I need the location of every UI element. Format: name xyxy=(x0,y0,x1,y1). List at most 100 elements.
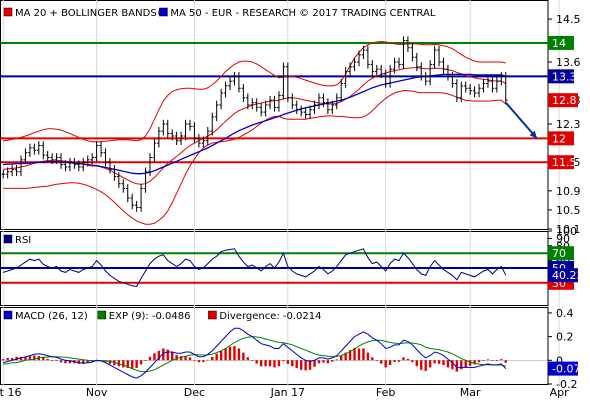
y-tick-label: 10.9 xyxy=(556,185,581,198)
value-marker-box xyxy=(548,93,578,108)
divergence-bar xyxy=(406,358,410,361)
level-label-box xyxy=(548,131,574,146)
divergence-bar xyxy=(188,357,192,361)
x-tick-label: Dec xyxy=(184,386,205,399)
rsi-line xyxy=(3,248,507,288)
divergence-bar xyxy=(184,356,187,361)
divergence-bar xyxy=(211,356,214,361)
macd-signal-line xyxy=(3,336,506,373)
divergence-bar xyxy=(117,360,121,367)
divergence-bar xyxy=(166,349,169,361)
divergence-bar xyxy=(424,360,427,371)
x-tick-label: Jan 17 xyxy=(270,386,305,399)
divergence-bar xyxy=(251,360,254,361)
divergence-bar xyxy=(179,356,183,361)
divergence-bar xyxy=(428,360,432,368)
divergence-bar xyxy=(500,359,503,361)
legend-label: MA 50 - EUR - RESEARCH © 2017 TRADING CE… xyxy=(170,8,435,19)
divergence-bar xyxy=(402,357,405,361)
divergence-bar xyxy=(348,350,352,361)
divergence-bar xyxy=(33,355,36,361)
divergence-bar xyxy=(304,360,307,371)
divergence-bar xyxy=(64,360,67,364)
divergence-bar xyxy=(504,360,507,363)
divergence-bar xyxy=(108,360,112,364)
level-label: 14 xyxy=(552,37,566,50)
divergence-bar xyxy=(477,360,481,363)
divergence-bar xyxy=(411,360,414,363)
legend-label: MA 20 + BOLLINGER BANDS® xyxy=(15,8,167,19)
level-label: 11.5 xyxy=(552,156,577,169)
divergence-bar xyxy=(375,360,378,361)
value-marker-label: 40.22 xyxy=(552,269,584,282)
divergence-bar xyxy=(139,360,143,365)
panel-frame xyxy=(0,307,549,385)
divergence-bar xyxy=(122,360,125,368)
divergence-bar xyxy=(420,360,423,370)
divergence-bar xyxy=(197,360,201,363)
divergence-bar xyxy=(335,359,338,361)
y-tick-label: 10.1 xyxy=(556,223,581,236)
divergence-bar xyxy=(86,360,89,363)
divergence-bar xyxy=(344,352,347,361)
y-tick-label: 0.2 xyxy=(556,331,574,344)
divergence-bar xyxy=(10,357,14,361)
value-marker-label: -0.07 xyxy=(552,363,580,376)
divergence-bar xyxy=(42,357,45,361)
y-tick-label: 14.5 xyxy=(556,13,581,26)
divergence-bar xyxy=(215,353,218,361)
divergence-bar xyxy=(233,346,236,361)
divergence-bar xyxy=(130,360,134,369)
y-tick-label: 0.4 xyxy=(556,307,574,320)
divergence-bar xyxy=(388,360,392,366)
forecast-arrowhead xyxy=(529,130,537,139)
y-tick-label: 0 xyxy=(556,354,563,367)
x-tick-label: Apr xyxy=(550,386,570,399)
divergence-bar xyxy=(264,360,267,367)
divergence-bar xyxy=(157,350,161,361)
level-label-box xyxy=(548,69,574,84)
value-marker-box xyxy=(548,361,578,376)
divergence-bar xyxy=(255,360,258,364)
divergence-bar xyxy=(135,360,138,369)
divergence-bar xyxy=(28,356,32,361)
divergence-bar xyxy=(473,360,476,365)
divergence-bar xyxy=(295,360,298,369)
divergence-bar xyxy=(331,360,334,362)
divergence-bar xyxy=(380,360,383,364)
divergence-bar xyxy=(322,360,325,363)
divergence-bar xyxy=(366,352,370,361)
legend-label: EXP (9): -0.0486 xyxy=(109,311,191,322)
bollinger-lower-line xyxy=(3,90,507,225)
value-marker-box xyxy=(548,268,578,283)
divergence-bar xyxy=(482,360,485,361)
legend-label: RSI xyxy=(15,235,31,246)
divergence-bar xyxy=(153,353,156,361)
divergence-bar xyxy=(19,356,23,361)
divergence-bar xyxy=(55,360,58,361)
divergence-bar xyxy=(486,359,490,361)
divergence-bar xyxy=(259,360,263,367)
x-tick-label: Mar xyxy=(460,386,481,399)
divergence-bar xyxy=(237,348,241,361)
divergence-bar xyxy=(357,348,361,361)
divergence-bar xyxy=(384,360,387,368)
divergence-bar xyxy=(46,358,49,361)
divergence-bar xyxy=(353,347,356,361)
divergence-bar xyxy=(59,360,63,363)
series xyxy=(1,36,538,379)
divergence-bar xyxy=(446,360,450,368)
divergence-bar xyxy=(326,360,330,364)
divergence-bar xyxy=(340,355,343,361)
legend-swatch xyxy=(97,310,107,320)
legend-label: Divergence: -0.0214 xyxy=(219,311,321,322)
divergence-bar xyxy=(393,360,396,363)
divergence-bar xyxy=(362,348,365,361)
y-tick-label: 90 xyxy=(556,232,570,245)
divergence-bar xyxy=(15,356,18,361)
divergence-bar xyxy=(273,360,276,368)
divergence-bar xyxy=(246,357,250,361)
level-label-box xyxy=(548,155,574,170)
divergence-bar xyxy=(451,360,454,370)
